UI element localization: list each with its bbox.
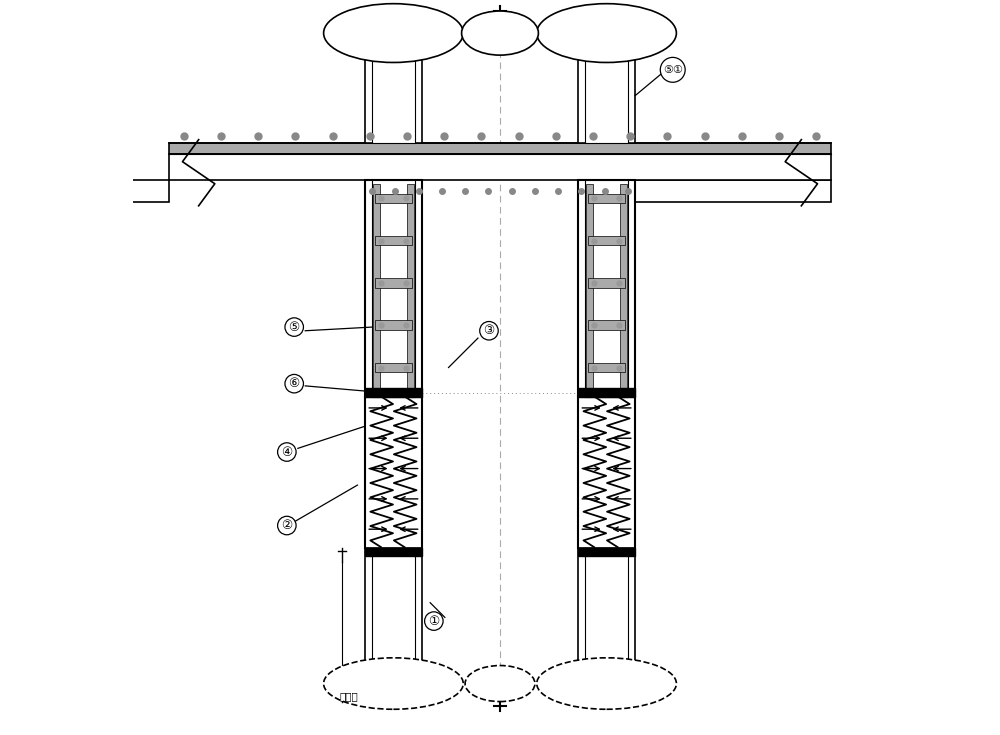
Ellipse shape (462, 11, 538, 55)
Bar (373, 184, 380, 393)
Bar (365, 548, 422, 556)
Bar (578, 548, 635, 702)
Bar (365, 548, 422, 702)
Bar (620, 184, 627, 393)
Bar (375, 363, 412, 373)
Text: ⑤①: ⑤① (663, 65, 683, 75)
Bar (578, 548, 635, 556)
Bar (588, 363, 625, 373)
Text: ①: ① (428, 614, 439, 628)
Bar (588, 236, 625, 245)
Bar (365, 15, 422, 143)
Bar (372, 548, 415, 702)
Bar (578, 15, 635, 143)
Ellipse shape (465, 666, 535, 701)
Text: ④: ④ (281, 445, 292, 459)
Bar (588, 279, 625, 288)
Text: ②: ② (281, 519, 292, 532)
Text: ③: ③ (483, 324, 495, 337)
Bar (407, 184, 414, 393)
Bar (588, 320, 625, 330)
Bar (585, 548, 628, 702)
Bar (365, 180, 422, 397)
Bar (169, 154, 831, 180)
Bar (578, 180, 635, 397)
Bar (578, 388, 635, 397)
Text: ⑥: ⑥ (289, 377, 300, 390)
Bar (375, 193, 412, 203)
Text: ⑤: ⑤ (289, 320, 300, 334)
Bar (588, 193, 625, 203)
Text: 咬合段: 咬合段 (340, 691, 359, 701)
Bar (586, 184, 593, 393)
Bar (585, 15, 628, 143)
Bar (365, 388, 422, 397)
Bar (372, 15, 415, 143)
Ellipse shape (324, 658, 463, 709)
Bar (55, 180, 169, 202)
Ellipse shape (537, 4, 676, 62)
Ellipse shape (324, 4, 463, 62)
Bar (169, 143, 831, 154)
Bar (375, 236, 412, 245)
Ellipse shape (537, 658, 676, 709)
Bar (375, 279, 412, 288)
Bar (585, 180, 628, 397)
Bar (375, 320, 412, 330)
Bar (635, 180, 831, 202)
Bar (372, 180, 415, 397)
